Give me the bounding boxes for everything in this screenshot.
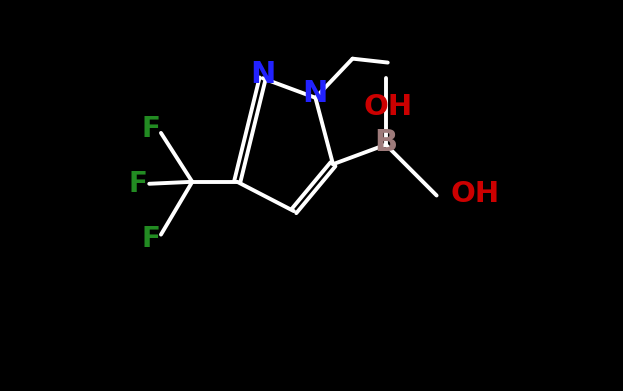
Text: F: F	[142, 115, 161, 143]
Text: B: B	[374, 128, 397, 157]
Text: OH: OH	[450, 179, 500, 208]
Text: N: N	[250, 60, 275, 89]
Text: F: F	[142, 224, 161, 253]
Text: N: N	[303, 79, 328, 108]
Text: F: F	[128, 170, 147, 198]
Text: OH: OH	[363, 93, 412, 121]
